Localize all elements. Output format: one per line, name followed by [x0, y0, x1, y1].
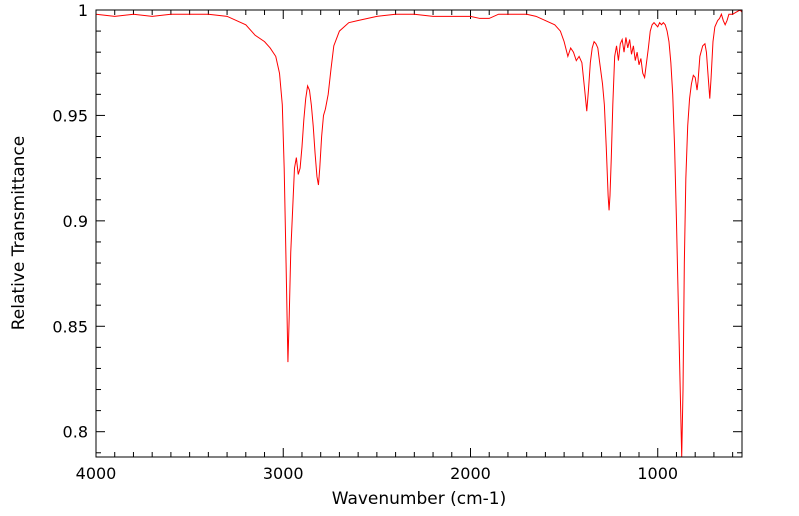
y-tick-label: 0.85	[52, 317, 88, 336]
y-tick-label: 0.8	[63, 423, 88, 442]
x-tick-label: 4000	[76, 464, 117, 483]
y-tick-label: 1	[78, 1, 88, 20]
plot-frame	[95, 9, 743, 458]
spectrum-line	[95, 9, 743, 458]
x-tick-label: 3000	[263, 464, 304, 483]
y-axis-title: Relative Transmittance	[9, 136, 29, 331]
x-tick-label: 1000	[637, 464, 678, 483]
y-tick-label: 0.9	[63, 212, 88, 231]
x-axis-title: Wavenumber (cm-1)	[332, 489, 507, 509]
x-tick-label: 2000	[450, 464, 491, 483]
y-tick-label: 0.95	[52, 106, 88, 125]
y-axis-ticks: 1 0.95 0.9 0.85 0.8	[52, 1, 742, 454]
x-axis-ticks: 4000 3000 2000 1000	[76, 10, 734, 483]
